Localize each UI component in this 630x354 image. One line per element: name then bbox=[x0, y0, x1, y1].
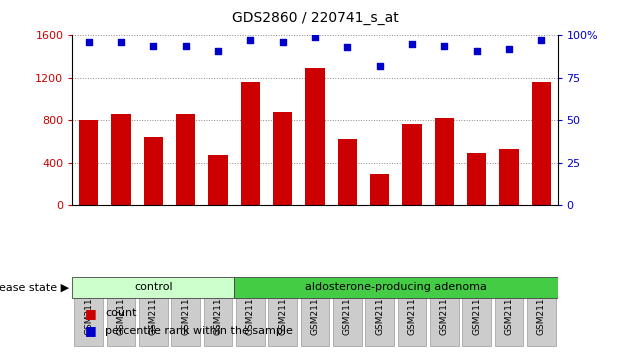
Point bbox=[536, 38, 546, 43]
FancyBboxPatch shape bbox=[234, 277, 558, 298]
Text: control: control bbox=[134, 282, 173, 292]
FancyBboxPatch shape bbox=[139, 278, 168, 346]
FancyBboxPatch shape bbox=[171, 278, 200, 346]
Bar bbox=[467, 153, 486, 205]
Point bbox=[181, 43, 191, 48]
FancyBboxPatch shape bbox=[74, 278, 103, 346]
Point bbox=[407, 41, 417, 47]
Point bbox=[342, 45, 352, 50]
FancyBboxPatch shape bbox=[268, 278, 297, 346]
Text: GSM211450: GSM211450 bbox=[214, 281, 222, 335]
Bar bbox=[144, 137, 163, 205]
Point bbox=[84, 39, 94, 45]
Text: GSM211448: GSM211448 bbox=[149, 281, 158, 335]
FancyBboxPatch shape bbox=[527, 278, 556, 346]
FancyBboxPatch shape bbox=[398, 278, 427, 346]
Bar bbox=[241, 82, 260, 205]
Text: GSM211451: GSM211451 bbox=[246, 281, 255, 335]
Text: GSM211456: GSM211456 bbox=[408, 281, 416, 335]
Text: GSM211449: GSM211449 bbox=[181, 281, 190, 335]
FancyBboxPatch shape bbox=[462, 278, 491, 346]
FancyBboxPatch shape bbox=[301, 278, 329, 346]
Text: percentile rank within the sample: percentile rank within the sample bbox=[105, 326, 293, 336]
Bar bbox=[532, 82, 551, 205]
Text: GSM211452: GSM211452 bbox=[278, 281, 287, 335]
FancyBboxPatch shape bbox=[333, 278, 362, 346]
Bar bbox=[112, 114, 130, 205]
Text: GSM211457: GSM211457 bbox=[440, 281, 449, 335]
Point bbox=[472, 48, 482, 53]
FancyBboxPatch shape bbox=[365, 278, 394, 346]
Bar bbox=[306, 68, 324, 205]
Text: ■: ■ bbox=[85, 307, 97, 320]
Text: disease state ▶: disease state ▶ bbox=[0, 282, 69, 292]
FancyBboxPatch shape bbox=[430, 278, 459, 346]
FancyBboxPatch shape bbox=[495, 278, 524, 346]
Point bbox=[278, 39, 288, 45]
Point bbox=[148, 43, 158, 48]
Text: ■: ■ bbox=[85, 325, 97, 337]
Text: aldosterone-producing adenoma: aldosterone-producing adenoma bbox=[305, 282, 487, 292]
Text: count: count bbox=[105, 308, 137, 318]
Point bbox=[375, 63, 385, 69]
Bar bbox=[79, 120, 98, 205]
Bar bbox=[370, 174, 389, 205]
Point bbox=[439, 43, 449, 48]
Text: GSM211460: GSM211460 bbox=[537, 281, 546, 335]
Bar bbox=[176, 114, 195, 205]
Bar bbox=[435, 118, 454, 205]
FancyBboxPatch shape bbox=[236, 278, 265, 346]
Point bbox=[504, 46, 514, 52]
Point bbox=[245, 38, 255, 43]
Bar bbox=[403, 124, 421, 205]
Point bbox=[310, 34, 320, 40]
FancyBboxPatch shape bbox=[203, 278, 232, 346]
Point bbox=[116, 39, 126, 45]
Bar bbox=[209, 155, 227, 205]
Text: GSM211455: GSM211455 bbox=[375, 281, 384, 335]
Text: GSM211446: GSM211446 bbox=[84, 281, 93, 335]
Text: GSM211458: GSM211458 bbox=[472, 281, 481, 335]
Text: GSM211454: GSM211454 bbox=[343, 281, 352, 335]
Bar bbox=[273, 112, 292, 205]
FancyBboxPatch shape bbox=[106, 278, 135, 346]
FancyBboxPatch shape bbox=[72, 277, 234, 298]
Text: GSM211453: GSM211453 bbox=[311, 281, 319, 335]
Text: GSM211447: GSM211447 bbox=[117, 281, 125, 335]
Point bbox=[213, 48, 223, 53]
Bar bbox=[500, 149, 518, 205]
Bar bbox=[338, 139, 357, 205]
Text: GSM211459: GSM211459 bbox=[505, 281, 513, 335]
Text: GDS2860 / 220741_s_at: GDS2860 / 220741_s_at bbox=[232, 11, 398, 25]
